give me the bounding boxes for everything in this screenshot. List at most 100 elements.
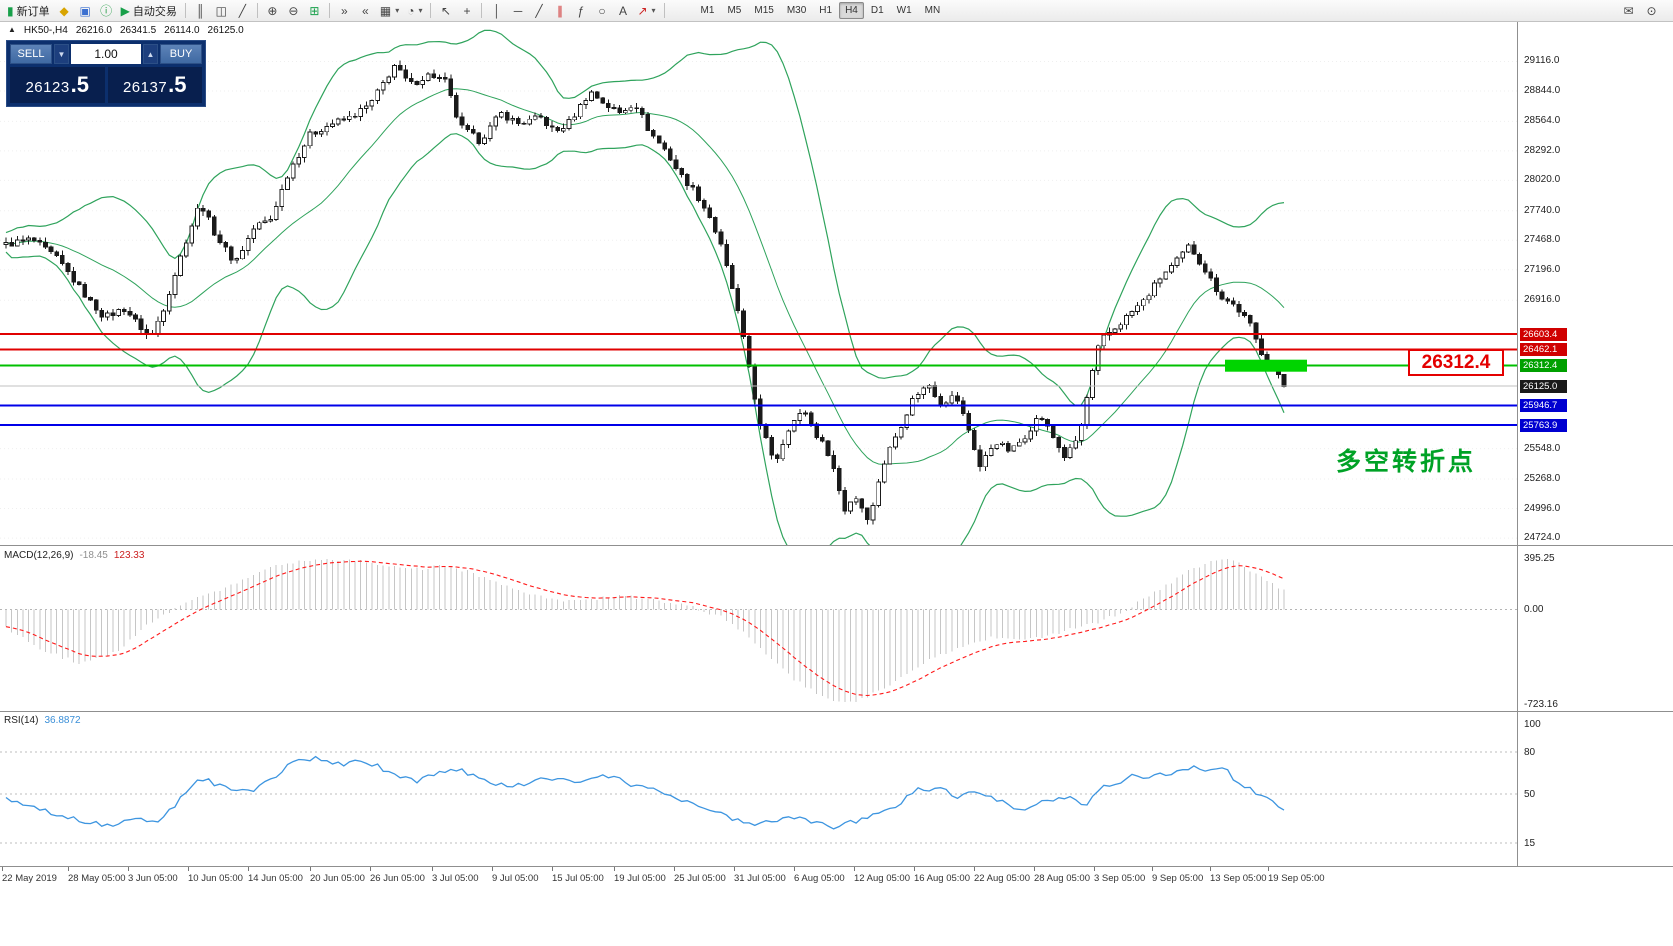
main-price-chart[interactable] [0,22,1517,545]
vertical-line-button[interactable]: │ [486,1,507,20]
main-toolbar: ▮ 新订单 ◆ ▣ ⓘ ▶ 自动交易 ║ ◫ ╱ ⊕ ⊖ ⊞» «▦ ▾ ◔ ▾ ↖ + │ ─ ╱ ∥ ƒ ○ A ↗ ▾ M1 M5… [0,0,1673,22]
timeframe-m15-button[interactable]: M15 [754,5,774,16]
search-button[interactable]: ⊙ [1641,1,1662,20]
low-value: 26114.0 [164,25,200,36]
vertical-line-icon: │ [493,3,501,18]
time-axis-label: 31 Jul 05:00 [734,873,786,884]
toolbar-right-group: ✉ ⊙ [1618,1,1670,20]
auto-scroll-button[interactable]: » [334,1,355,20]
price-axis-label: 25268.0 [1524,473,1561,485]
equidistant-channel-icon: ∥ [556,3,563,18]
volume-increase-button[interactable]: ▲ [143,44,158,64]
dropdown-caret-icon[interactable]: ▾ [395,6,400,15]
fibonacci-button[interactable]: ƒ [570,1,591,20]
volume-input[interactable]: 1.00 [71,44,141,64]
timeframe-h1-button[interactable]: H1 [819,5,833,16]
bar-chart-button[interactable]: ║ [190,1,211,20]
time-axis-label: 10 Jun 05:00 [188,873,243,884]
autotrading-button[interactable]: ▶ 自动交易 [117,1,181,20]
buy-button[interactable]: BUY [160,44,202,64]
panel-separator[interactable] [0,545,1673,546]
rsi-line [5,755,1285,830]
high-value: 26341.5 [119,25,157,36]
text-icon: A [618,3,627,18]
arrows-button[interactable]: ↗ ▾ [633,1,659,20]
rsi-axis-label: 15 [1524,838,1536,849]
turning-point-annotation[interactable]: 多空转折点 [1336,448,1477,476]
market-watch-icon: ▣ [79,3,91,18]
profiles-button[interactable]: ◔ ▾ [403,1,426,20]
price-callout-label[interactable]: 26312.4 [1408,349,1504,376]
time-axis-tick [128,867,129,871]
time-axis-tick [492,867,493,871]
chart-shift-button[interactable]: « [355,1,376,20]
timeframe-button-group: M1 M5 M15 M30 H1 H4 D1 W1 MN [695,2,947,19]
help-button[interactable]: ⓘ [96,1,117,20]
time-axis-tick [1034,867,1035,871]
time-axis-tick [914,867,915,871]
timeframe-m30-button[interactable]: M30 [786,5,807,16]
symbol-period-label: HK50-,H4 [23,25,68,36]
panel-separator[interactable] [0,866,1673,867]
line-chart-button[interactable]: ╱ [232,1,253,20]
price-axis-separator [1517,22,1518,866]
sell-price-button[interactable]: 26123 .5 [10,67,105,103]
market-watch-button[interactable]: ▣ [75,1,96,20]
community-button[interactable]: ✉ [1618,1,1639,20]
text-button[interactable]: A [612,1,633,20]
candlestick-chart-button[interactable]: ◫ [211,1,232,20]
price-axis-label: 28292.0 [1524,144,1561,156]
shapes-button[interactable]: ○ [591,1,612,20]
timeframe-w1-button[interactable]: W1 [896,5,912,16]
timeframe-mn-button[interactable]: MN [924,5,941,16]
time-axis-tick [854,867,855,871]
bollinger-bands [5,29,1285,545]
trendline-button[interactable]: ╱ [528,1,549,20]
cursor-button[interactable]: ↖ [435,1,456,20]
timeframe-m1-button[interactable]: M1 [700,5,715,16]
indicators-button[interactable]: ⊞ [304,1,325,20]
dropdown-caret-icon[interactable]: ▾ [418,6,423,15]
macd-indicator-panel[interactable] [0,547,1517,711]
timeframe-m5-button[interactable]: M5 [727,5,742,16]
bottom-empty-area [0,889,1673,946]
new-order-button[interactable]: ▮ 新订单 [3,1,54,20]
timeframe-h4-button[interactable]: H4 [839,2,864,19]
toolbar-separator [256,3,258,18]
volume-decrease-button[interactable]: ▼ [54,44,69,64]
price-axis-label: 25548.0 [1524,442,1561,454]
crosshair-button[interactable]: + [456,1,477,20]
highlight-rectangle[interactable] [1225,359,1307,372]
timeframe-d1-button[interactable]: D1 [870,5,884,16]
rsi-axis-label: 80 [1524,747,1536,758]
toolbar-separator [430,3,432,18]
time-axis[interactable]: 22 May 2019 28 May 05:00 3 Jun 05:00 10 Jun… [0,867,1517,888]
price-axis-label: 27468.0 [1524,234,1561,246]
zoom-in-button[interactable]: ⊕ [262,1,283,20]
panel-separator[interactable] [0,711,1673,712]
metaeditor-button[interactable]: ◆ [54,1,75,20]
candlestick-series [3,60,1287,525]
time-axis-label: 16 Aug 05:00 [914,873,970,884]
new-chart-button[interactable]: ▦ ▾ [376,1,403,20]
horizontal-line-button[interactable]: ─ [507,1,528,20]
rsi-indicator-panel[interactable] [0,712,1517,866]
horizontal-line-icon: ─ [513,3,523,18]
time-axis-tick [552,867,553,871]
price-tag-26603.4: 26603.4 [1520,327,1567,341]
rsi-axis-label: 50 [1524,789,1536,800]
sell-button[interactable]: SELL [10,44,52,64]
buy-price-button[interactable]: 26137 .5 [107,67,202,103]
bar-chart-icon: ║ [196,3,205,18]
time-axis-label: 9 Jul 05:00 [492,873,539,884]
new-order-button-label: 新订单 [16,5,50,18]
dropdown-caret-icon[interactable]: ▾ [651,6,656,15]
time-axis-tick [794,867,795,871]
search-icon: ⊙ [1646,3,1657,18]
channel-button[interactable]: ∥ [549,1,570,20]
price-tag-25763.9: 25763.9 [1520,418,1567,432]
close-value: 26125.0 [207,25,244,36]
trade-panel-collapse-icon[interactable]: ▲ [8,25,16,34]
zoom-out-button[interactable]: ⊖ [283,1,304,20]
trendline-icon: ╱ [535,3,543,18]
